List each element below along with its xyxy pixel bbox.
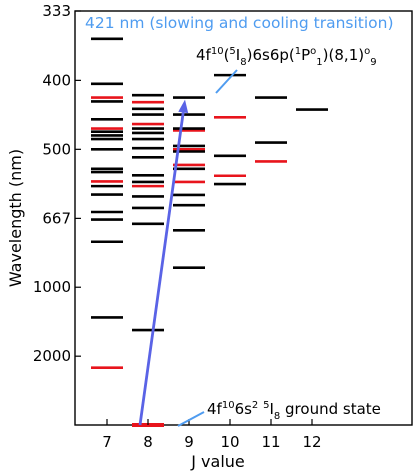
x-axis-label: J value <box>190 452 245 471</box>
ground-state-label: 4f106s2 5I8 ground state <box>207 400 381 422</box>
transition-arrow-shaft <box>138 112 185 426</box>
y-tick-label: 1000 <box>33 278 71 296</box>
excited-state-label: 4f10(5I8)6s6p(1Po1)(8,1)o9 <box>196 46 377 68</box>
transition-arrowhead <box>178 99 189 114</box>
x-tick-label: 12 <box>302 433 321 451</box>
plot-frame <box>74 10 413 426</box>
y-tick-label: 400 <box>42 71 71 89</box>
y-tick-label: 667 <box>42 209 71 227</box>
ground-state-callout-line <box>177 411 205 427</box>
x-tick-label: 11 <box>261 433 280 451</box>
x-tick-label: 8 <box>143 433 153 451</box>
excited-state-callout-line <box>215 69 238 94</box>
x-tick-label: 10 <box>220 433 239 451</box>
x-tick-label: 7 <box>102 433 112 451</box>
y-tick-label: 2000 <box>33 347 71 365</box>
energy-levels <box>91 37 328 427</box>
y-tick-label: 333 <box>42 2 71 20</box>
x-tick-label: 9 <box>184 433 194 451</box>
y-tick-label: 500 <box>42 140 71 158</box>
x-axis-ticks: 7 8 9 10 11 12 <box>102 419 322 451</box>
transition-label: 421 nm (slowing and cooling transition) <box>85 14 394 32</box>
y-axis-label: Wavelength (nm) <box>6 149 25 287</box>
y-axis-ticks: 333 400 500 667 1000 2000 <box>33 2 81 365</box>
